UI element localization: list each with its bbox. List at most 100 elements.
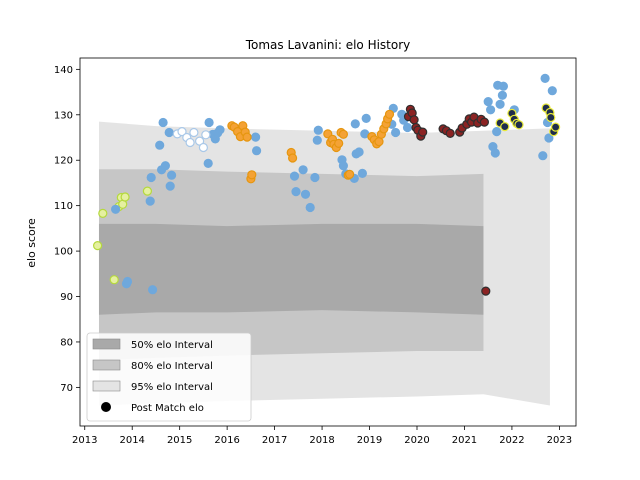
y-tick-label: 70 bbox=[60, 383, 73, 394]
elo-point-blue-7 bbox=[155, 140, 165, 150]
elo-point-blue-26 bbox=[305, 202, 315, 213]
elo-point-blue-58 bbox=[540, 73, 550, 84]
elo-point-lightgreen-3 bbox=[109, 275, 119, 285]
elo-point-blue-47 bbox=[483, 96, 493, 107]
x-tick-label: 2013 bbox=[72, 435, 97, 446]
elo-point-orange-9 bbox=[247, 170, 257, 180]
legend-swatch-2 bbox=[92, 359, 121, 371]
legend-label-3: 95% elo Interval bbox=[131, 382, 213, 393]
x-tick-label: 2023 bbox=[547, 435, 572, 446]
elo-point-darkred-11 bbox=[445, 128, 455, 138]
elo-point-blue-15 bbox=[204, 117, 214, 128]
chart-title: Tomas Lavanini: elo History bbox=[245, 38, 411, 52]
elo-point-darkred-8 bbox=[418, 127, 428, 137]
elo-point-navy-2 bbox=[500, 121, 510, 132]
elo-point-blue-50 bbox=[490, 148, 500, 158]
y-tick-label: 90 bbox=[60, 292, 73, 303]
legend-marker-post-match bbox=[101, 402, 111, 412]
elo-point-blue-12 bbox=[165, 181, 175, 191]
elo-point-blue-11 bbox=[164, 127, 174, 138]
legend-swatch-1 bbox=[92, 338, 121, 350]
elo-point-blue-54 bbox=[497, 90, 507, 100]
legend-label-2: 80% elo Interval bbox=[131, 361, 213, 372]
elo-point-blue-36 bbox=[354, 147, 364, 157]
elo-point-blue-53 bbox=[495, 99, 505, 109]
elo-point-blue-28 bbox=[312, 135, 322, 145]
elo-point-blue-1 bbox=[110, 204, 121, 214]
elo-point-white-2 bbox=[177, 127, 187, 137]
x-tick-label: 2018 bbox=[309, 435, 334, 446]
elo-point-blue-4 bbox=[145, 196, 155, 206]
y-tick-label: 140 bbox=[54, 65, 73, 76]
elo-point-white-4 bbox=[185, 137, 195, 148]
elo-point-orange-11 bbox=[288, 153, 298, 163]
interval-band-3 bbox=[98, 223, 484, 315]
elo-point-blue-61 bbox=[547, 86, 557, 96]
elo-point-blue-55 bbox=[498, 81, 508, 91]
elo-point-blue-9 bbox=[158, 117, 168, 128]
elo-point-navy-6 bbox=[514, 120, 524, 130]
elo-point-blue-37 bbox=[357, 168, 367, 178]
elo-point-blue-29 bbox=[313, 125, 323, 135]
elo-point-blue-39 bbox=[361, 113, 371, 124]
elo-point-lightgreen-8 bbox=[142, 186, 152, 196]
legend-box bbox=[86, 332, 252, 422]
legend-swatch-3 bbox=[92, 380, 121, 392]
elo-point-blue-42 bbox=[391, 127, 401, 138]
elo-point-blue-60 bbox=[544, 133, 554, 143]
elo-point-blue-20 bbox=[251, 132, 261, 142]
elo-point-darkred-20 bbox=[479, 117, 489, 127]
legend: 50% elo Interval 80% elo Interval 95% elo … bbox=[86, 332, 252, 422]
elo-point-white-7 bbox=[198, 142, 208, 153]
elo-point-blue-23 bbox=[291, 187, 301, 197]
x-tick-label: 2019 bbox=[357, 435, 382, 446]
elo-point-blue-22 bbox=[289, 171, 300, 181]
elo-point-blue-57 bbox=[538, 151, 548, 161]
elo-point-darkred-21 bbox=[481, 286, 491, 296]
elo-point-blue-5 bbox=[146, 172, 156, 183]
x-tick-label: 2021 bbox=[452, 435, 477, 446]
elo-point-lightgreen-2 bbox=[98, 208, 108, 218]
elo-point-blue-6 bbox=[148, 285, 158, 295]
y-tick-label: 80 bbox=[60, 337, 73, 348]
elo-point-blue-45 bbox=[402, 122, 413, 133]
x-tick-label: 2020 bbox=[404, 435, 429, 446]
elo-point-orange-19 bbox=[338, 129, 348, 139]
y-tick-label: 130 bbox=[54, 110, 73, 121]
elo-point-blue-14 bbox=[203, 158, 213, 168]
axes-frame bbox=[79, 57, 577, 427]
elo-point-lightgreen-1 bbox=[92, 241, 103, 251]
elo-point-darkred-4 bbox=[409, 115, 419, 125]
legend-label-1: 50% elo Interval bbox=[131, 340, 213, 351]
elo-point-white-5 bbox=[189, 127, 199, 138]
y-tick-label: 120 bbox=[54, 156, 73, 167]
elo-point-navy-11 bbox=[550, 122, 561, 132]
elo-point-orange-30 bbox=[384, 109, 395, 119]
x-tick-label: 2015 bbox=[167, 435, 192, 446]
y-axis-title: elo score bbox=[25, 218, 38, 268]
elo-point-blue-25 bbox=[300, 189, 311, 199]
y-axis: 70 80 90 100 110 120 130 140 bbox=[54, 65, 80, 394]
elo-point-blue-3 bbox=[122, 276, 133, 287]
elo-point-blue-10 bbox=[160, 161, 170, 171]
elo-point-blue-27 bbox=[310, 172, 320, 183]
x-axis: 2013 2014 2015 2016 2017 2018 2019 2020 2021 2022… bbox=[72, 426, 572, 446]
x-tick-label: 2022 bbox=[499, 435, 524, 446]
elo-point-lightgreen-7 bbox=[120, 192, 130, 202]
elo-point-white-8 bbox=[201, 130, 211, 140]
elo-point-blue-48 bbox=[486, 105, 496, 115]
elo-point-blue-34 bbox=[350, 119, 360, 129]
legend-label-4: Post Match elo bbox=[131, 403, 204, 414]
y-tick-label: 110 bbox=[54, 201, 73, 212]
elo-point-orange-21 bbox=[345, 169, 355, 179]
elo-point-orange-7 bbox=[242, 132, 252, 142]
x-tick-label: 2014 bbox=[119, 435, 144, 446]
x-tick-label: 2016 bbox=[214, 435, 239, 446]
x-tick-label: 2017 bbox=[262, 435, 287, 446]
elo-point-orange-17 bbox=[334, 138, 344, 148]
elo-point-blue-51 bbox=[492, 127, 502, 137]
elo-point-blue-19 bbox=[215, 125, 225, 135]
elo-point-blue-13 bbox=[167, 170, 177, 180]
elo-point-blue-31 bbox=[338, 161, 348, 171]
